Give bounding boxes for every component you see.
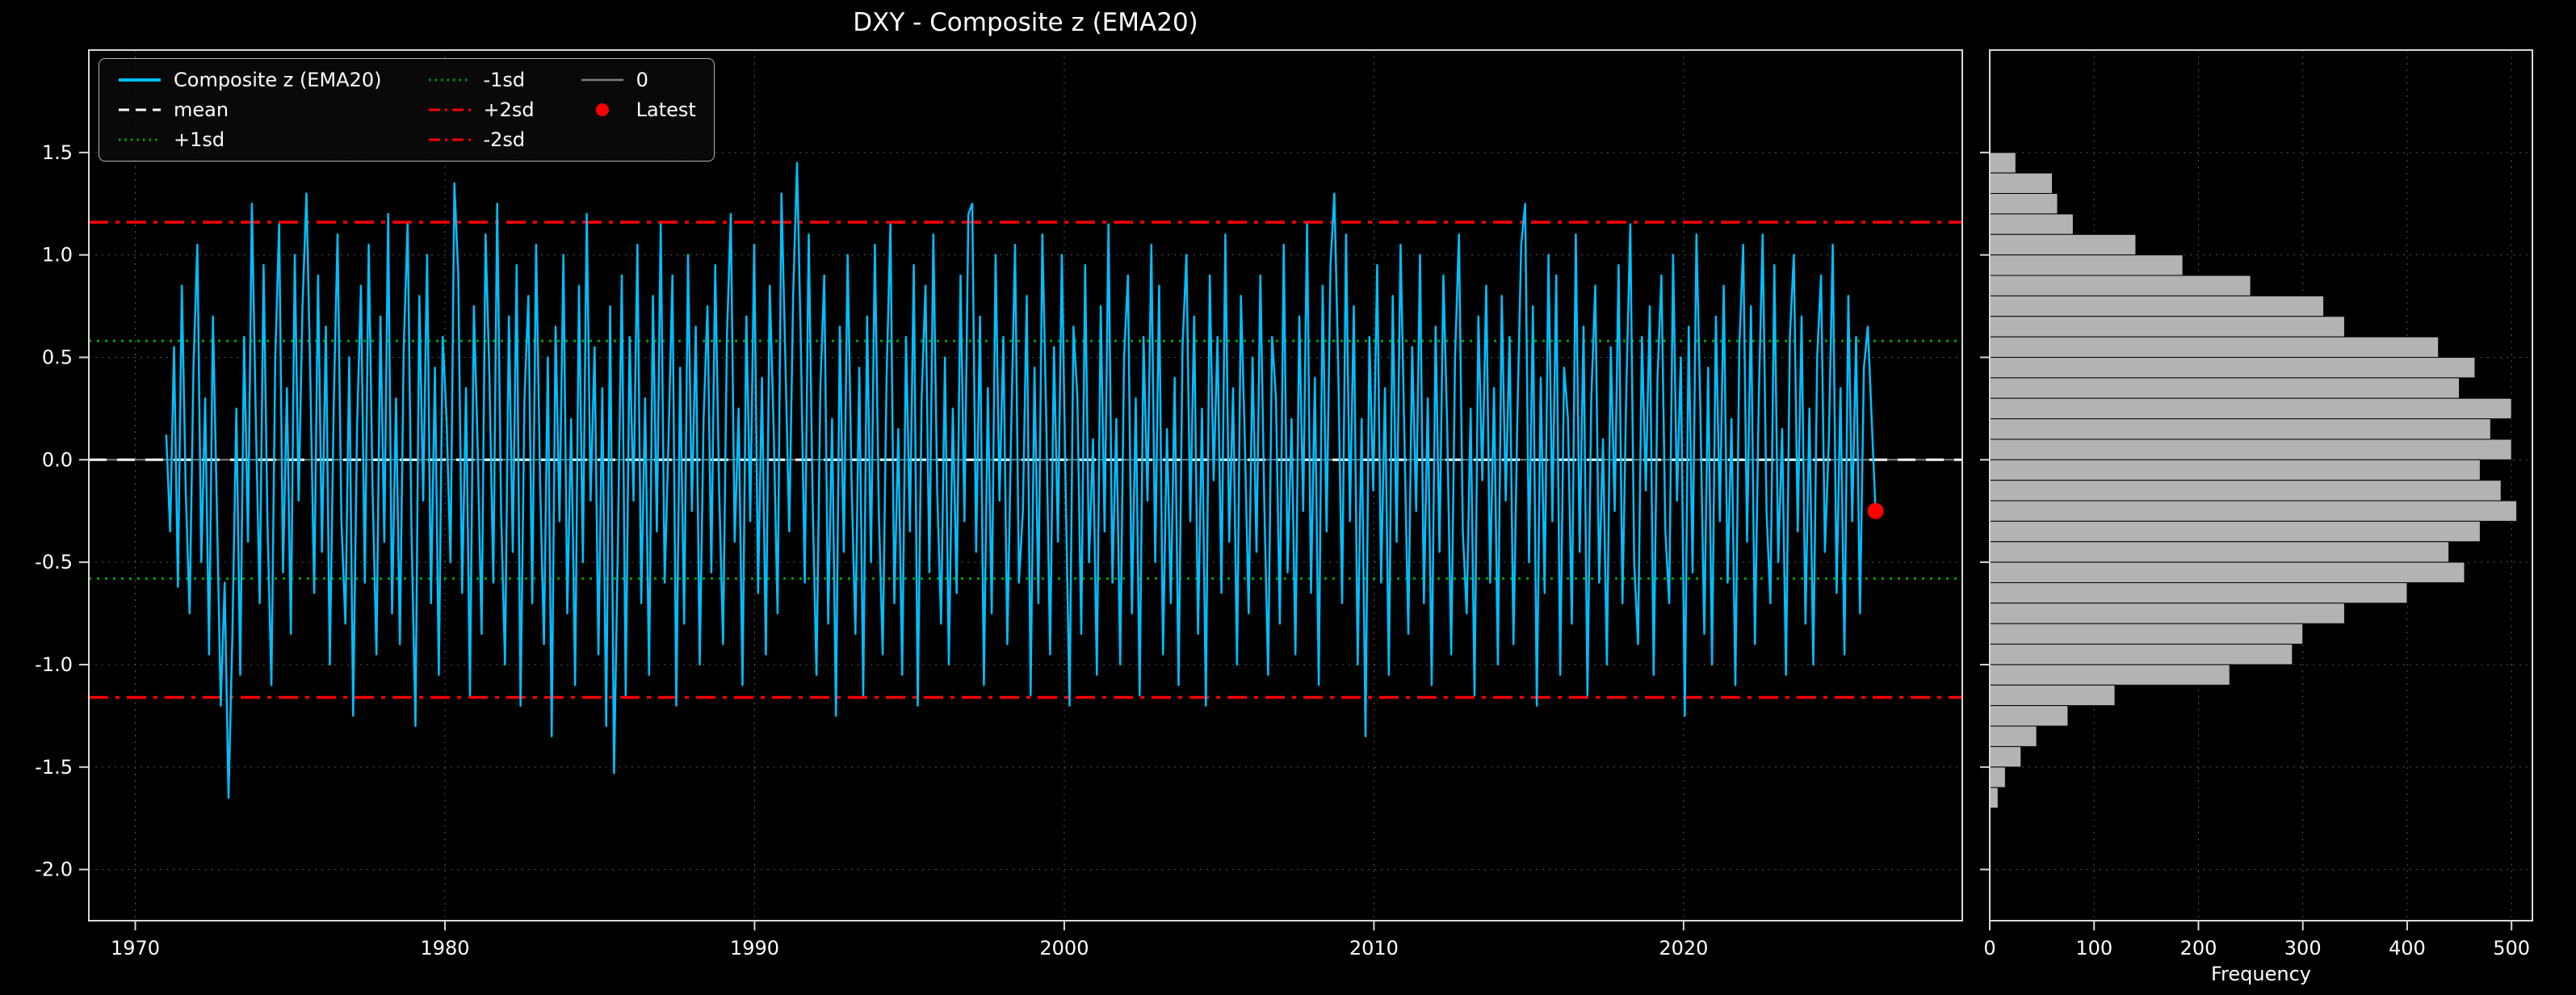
hist-x-tick-label: 0 — [1983, 937, 1995, 959]
legend-label: mean — [174, 99, 229, 121]
y-tick-label: -2.0 — [35, 859, 73, 881]
legend-item-zero: 0 — [580, 69, 696, 91]
hist-bar — [1989, 581, 2408, 604]
plus1sd-line-swatch — [119, 138, 161, 141]
hist-x-tick-label: 100 — [2075, 937, 2112, 959]
hist-bar — [1989, 356, 2476, 379]
latest-marker — [1867, 502, 1884, 519]
legend-label: +2sd — [483, 99, 535, 121]
x-tick-label: 1980 — [420, 937, 469, 959]
legend-label: 0 — [636, 69, 648, 91]
y-tick-label: -1.0 — [35, 653, 73, 676]
axes-spine — [1989, 49, 2533, 922]
hist-bar — [1989, 275, 2251, 296]
hist-bar — [1989, 500, 2518, 522]
hist-bar — [1989, 336, 2440, 358]
legend-item-plus2sd: +2sd — [427, 99, 535, 121]
hist-x-tick-label: 200 — [2180, 937, 2217, 959]
x-tick-label: 1990 — [730, 937, 779, 959]
x-tick-label: 1970 — [111, 937, 160, 959]
hist-bar — [1989, 602, 2345, 624]
minus1sd-line-swatch — [428, 78, 471, 82]
hist-bar — [1989, 644, 2293, 665]
y-tick-label: -1.5 — [35, 756, 73, 779]
hist-bar — [1989, 377, 2461, 399]
hist-bar — [1989, 213, 2074, 235]
hist-bar — [1989, 295, 2325, 317]
hist-bar — [1989, 561, 2465, 583]
hist-bar — [1989, 766, 2006, 788]
series-line — [165, 162, 1877, 800]
x-tick-label: 2000 — [1039, 937, 1089, 959]
latest-marker-swatch — [595, 103, 609, 116]
y-tick-label: 0.0 — [42, 448, 73, 471]
y-tick-label: -0.5 — [35, 551, 73, 573]
legend-label: -2sd — [483, 128, 526, 151]
hist-bar — [1989, 233, 2137, 256]
hist-bar — [1989, 439, 2512, 460]
hist-bar — [1989, 152, 2016, 174]
zero-line-swatch — [581, 78, 623, 82]
axes-spine — [88, 49, 1963, 922]
hist-bar — [1989, 520, 2481, 543]
hist-bar — [1989, 193, 2058, 215]
legend-item-minus2sd: -2sd — [427, 128, 535, 151]
hist-bar — [1989, 172, 2054, 195]
hist-bar — [1989, 480, 2502, 502]
legend-item-latest: Latest — [580, 99, 696, 121]
hist-x-tick-label: 400 — [2389, 937, 2426, 959]
hist-bar — [1989, 541, 2450, 563]
hist-bar — [1989, 684, 2116, 707]
chart-title: DXY - Composite z (EMA20) — [853, 8, 1198, 37]
y-tick-label: 1.5 — [42, 141, 73, 164]
legend-item-mean: mean — [117, 99, 382, 121]
legend-item-plus1sd: +1sd — [117, 128, 382, 151]
legend-label: +1sd — [174, 128, 225, 151]
mean-line-swatch — [119, 108, 161, 111]
x-tick-label: 2020 — [1659, 937, 1708, 959]
legend-label: Composite z (EMA20) — [174, 69, 382, 91]
hist-bar — [1989, 459, 2481, 481]
hist-x-tick-label: 300 — [2284, 937, 2322, 959]
hist-bar — [1989, 254, 2184, 276]
hist-bar — [1989, 664, 2230, 686]
legend-item-minus1sd: -1sd — [427, 69, 535, 91]
x-tick-label: 2010 — [1349, 937, 1399, 959]
minus2sd-line-swatch — [428, 138, 471, 141]
hist-bar — [1989, 787, 1999, 808]
hist-bar — [1989, 725, 2037, 747]
hist-xlabel: Frequency — [2211, 963, 2311, 985]
hist-x-tick-label: 500 — [2493, 937, 2530, 959]
y-tick-label: 0.5 — [42, 346, 73, 368]
hist-bar — [1989, 705, 2069, 727]
hist-bar — [1989, 397, 2512, 420]
legend-label: -1sd — [483, 69, 526, 91]
hist-bar — [1989, 418, 2491, 440]
y-tick-label: 1.0 — [42, 244, 73, 267]
hist-bar — [1989, 745, 2022, 768]
series-line-swatch — [119, 78, 161, 82]
legend-label: Latest — [636, 99, 696, 121]
legend: Composite z (EMA20) mean +1sd -1sd +2sd … — [99, 58, 715, 162]
hist-bar — [1989, 623, 2304, 645]
legend-item-series: Composite z (EMA20) — [117, 69, 382, 91]
plus2sd-line-swatch — [428, 108, 471, 111]
hist-bar — [1989, 316, 2345, 338]
